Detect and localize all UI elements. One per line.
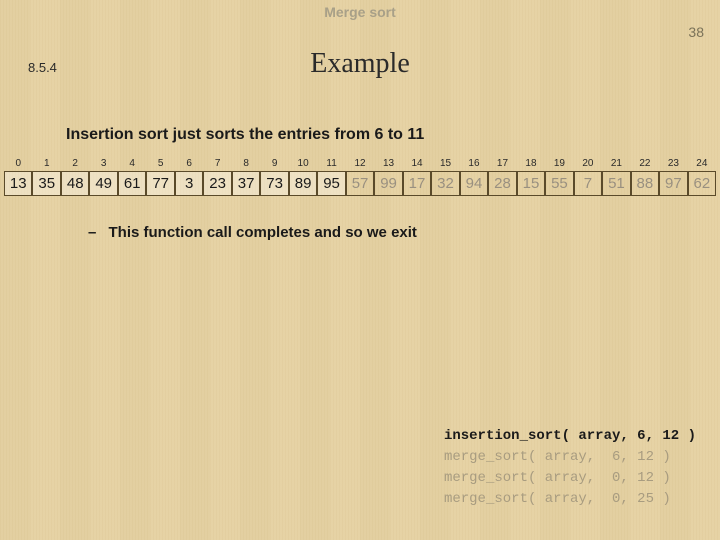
array-value-row: 1335484961773233773899557991732942815557… [0,171,720,196]
array-index-cell: 10 [289,158,317,169]
array-value-cell: 57 [346,171,374,196]
array-value-cell: 77 [146,171,174,196]
array-index-cell: 22 [631,158,659,169]
array-value-cell: 23 [203,171,231,196]
array-index-cell: 23 [659,158,687,169]
array-index-cell: 24 [688,158,716,169]
array-index-cell: 11 [317,158,345,169]
page-number: 38 [688,24,704,40]
array-value-cell: 37 [232,171,260,196]
code-line: merge_sort( array, 0, 25 ) [444,489,696,510]
array-index-cell: 15 [431,158,459,169]
array-value-cell: 88 [631,171,659,196]
array-value-cell: 7 [574,171,602,196]
array-value-cell: 61 [118,171,146,196]
array-value-cell: 15 [517,171,545,196]
slide-title: Example [0,48,720,80]
bullet-text: This function call completes and so we e… [109,224,417,241]
array-value-cell: 3 [175,171,203,196]
array-index-cell: 2 [61,158,89,169]
array-index-cell: 8 [232,158,260,169]
code-line: insertion_sort( array, 6, 12 ) [444,426,696,447]
array-index-cell: 6 [175,158,203,169]
array-value-cell: 17 [403,171,431,196]
array-value-cell: 99 [374,171,402,196]
section-number: 8.5.4 [28,60,57,75]
array-index-cell: 16 [460,158,488,169]
array-index-cell: 21 [602,158,630,169]
topic-header: Merge sort [0,0,720,20]
call-stack-code: insertion_sort( array, 6, 12 )merge_sort… [444,426,696,510]
array-index-cell: 4 [118,158,146,169]
array-value-cell: 95 [317,171,345,196]
array-index-cell: 7 [203,158,231,169]
array-index-cell: 19 [545,158,573,169]
array-value-cell: 49 [89,171,117,196]
array-value-cell: 73 [260,171,288,196]
array-value-cell: 94 [460,171,488,196]
array-index-row: 0123456789101112131415161718192021222324 [0,158,720,169]
array-value-cell: 32 [431,171,459,196]
array-value-cell: 48 [61,171,89,196]
array-value-cell: 89 [289,171,317,196]
array-index-cell: 3 [89,158,117,169]
bullet-line: – This function call completes and so we… [88,224,720,241]
array-index-cell: 1 [32,158,60,169]
array-index-cell: 17 [488,158,516,169]
array-value-cell: 51 [602,171,630,196]
array-value-cell: 35 [32,171,60,196]
body-statement: Insertion sort just sorts the entries fr… [66,126,720,144]
bullet-dash: – [88,224,96,241]
array-value-cell: 55 [545,171,573,196]
array-value-cell: 28 [488,171,516,196]
array-value-cell: 97 [659,171,687,196]
code-line: merge_sort( array, 0, 12 ) [444,468,696,489]
array-index-cell: 14 [403,158,431,169]
array-index-cell: 20 [574,158,602,169]
array-index-cell: 0 [4,158,32,169]
array-index-cell: 5 [146,158,174,169]
array-index-cell: 12 [346,158,374,169]
array-index-cell: 18 [517,158,545,169]
code-line: merge_sort( array, 6, 12 ) [444,447,696,468]
array-value-cell: 62 [688,171,716,196]
array-index-cell: 9 [260,158,288,169]
array-index-cell: 13 [374,158,402,169]
array-value-cell: 13 [4,171,32,196]
